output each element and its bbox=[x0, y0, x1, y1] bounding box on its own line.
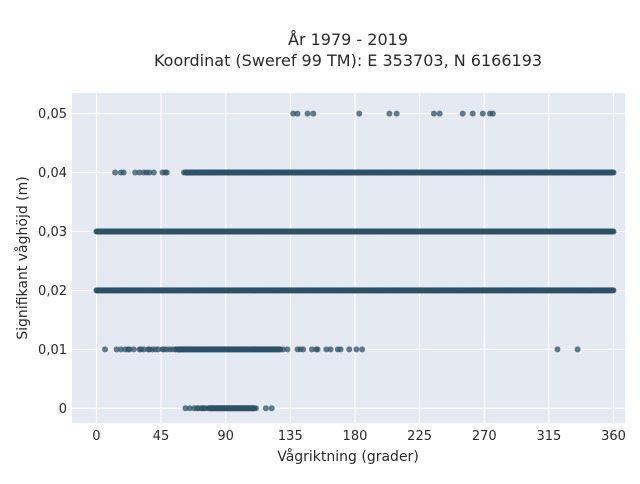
data-point bbox=[610, 169, 617, 176]
data-point bbox=[294, 110, 301, 117]
y-tick-label: 0,01 bbox=[38, 343, 67, 358]
plot-area bbox=[72, 93, 625, 423]
data-point bbox=[112, 169, 119, 176]
y-tick-label: 0,04 bbox=[38, 166, 67, 181]
data-point bbox=[310, 110, 317, 117]
data-point bbox=[199, 169, 206, 176]
x-tick-label: 225 bbox=[407, 429, 432, 444]
data-point bbox=[136, 169, 143, 176]
data-point bbox=[252, 405, 259, 412]
x-tick-label: 360 bbox=[601, 429, 626, 444]
data-point bbox=[163, 169, 170, 176]
data-point bbox=[314, 346, 321, 353]
x-axis-title: Vågriktning (grader) bbox=[277, 448, 419, 465]
data-point bbox=[140, 346, 147, 353]
data-point bbox=[436, 110, 443, 117]
data-point bbox=[356, 110, 363, 117]
data-point bbox=[102, 346, 109, 353]
data-point bbox=[393, 110, 400, 117]
data-point bbox=[300, 346, 307, 353]
y-tick-label: 0 bbox=[59, 402, 67, 417]
x-tick-label: 270 bbox=[472, 429, 497, 444]
data-point bbox=[327, 346, 334, 353]
data-point bbox=[214, 169, 221, 176]
data-point bbox=[268, 405, 275, 412]
x-tick-label: 90 bbox=[217, 429, 234, 444]
y-tick-label: 0,05 bbox=[38, 107, 67, 122]
x-tick-label: 135 bbox=[278, 429, 303, 444]
data-point bbox=[186, 405, 193, 412]
data-point bbox=[182, 405, 189, 412]
y-axis-title: Signifikant våghöjd (m) bbox=[14, 176, 31, 339]
data-point bbox=[554, 346, 561, 353]
x-tick-label: 45 bbox=[153, 429, 170, 444]
y-tick-label: 0,03 bbox=[38, 225, 67, 240]
data-point bbox=[280, 346, 287, 353]
data-point bbox=[304, 110, 311, 117]
data-point bbox=[189, 169, 196, 176]
data-point bbox=[284, 346, 291, 353]
data-point bbox=[574, 346, 581, 353]
y-tick-labels: 0 0,01 0,02 0,03 0,04 0,05 bbox=[38, 107, 67, 417]
data-point bbox=[290, 110, 297, 117]
x-tick-labels: 0 45 90 135 180 225 270 315 360 bbox=[92, 429, 626, 444]
data-point bbox=[323, 346, 330, 353]
data-point bbox=[386, 110, 393, 117]
data-point bbox=[117, 346, 124, 353]
data-point bbox=[469, 110, 476, 117]
data-point bbox=[308, 346, 315, 353]
data-point bbox=[359, 346, 366, 353]
data-point bbox=[202, 405, 209, 412]
data-point bbox=[130, 346, 137, 353]
data-point bbox=[610, 287, 617, 294]
data-point bbox=[262, 405, 269, 412]
data-point bbox=[479, 110, 486, 117]
data-point bbox=[172, 346, 179, 353]
data-point bbox=[146, 169, 153, 176]
x-tick-label: 315 bbox=[536, 429, 561, 444]
data-point bbox=[353, 346, 360, 353]
data-point bbox=[181, 169, 188, 176]
data-point bbox=[120, 169, 127, 176]
data-point bbox=[113, 346, 120, 353]
data-point bbox=[132, 169, 139, 176]
data-point bbox=[150, 169, 157, 176]
chart-title-line-2: Koordinat (Sweref 99 TM): E 353703, N 61… bbox=[154, 51, 542, 70]
data-point bbox=[155, 346, 162, 353]
y-tick-label: 0,02 bbox=[38, 284, 67, 299]
data-point bbox=[346, 346, 353, 353]
chart-title-line-1: År 1979 - 2019 bbox=[288, 30, 408, 49]
data-point bbox=[195, 169, 202, 176]
data-point bbox=[610, 228, 617, 235]
data-point bbox=[126, 346, 133, 353]
x-tick-label: 180 bbox=[343, 429, 368, 444]
data-point bbox=[489, 110, 496, 117]
data-point bbox=[206, 169, 213, 176]
data-point bbox=[459, 110, 466, 117]
data-point bbox=[337, 346, 344, 353]
data-points bbox=[93, 110, 617, 412]
data-point bbox=[430, 110, 437, 117]
x-tick-label: 0 bbox=[92, 429, 100, 444]
